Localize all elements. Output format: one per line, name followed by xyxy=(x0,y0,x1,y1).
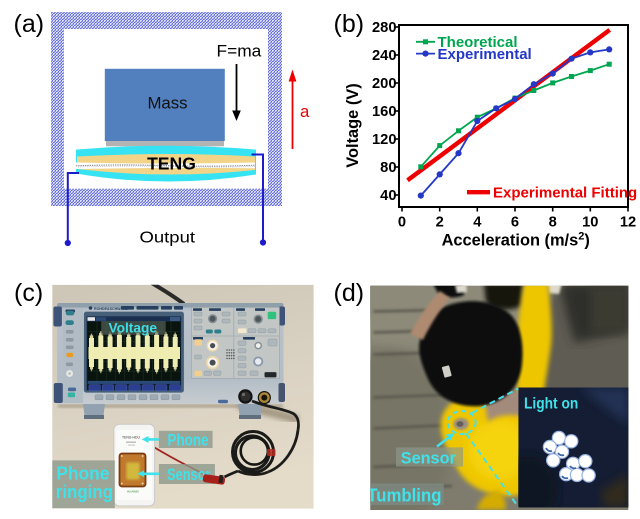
svg-text:(a): (a) xyxy=(14,10,45,38)
svg-text:TENG-HDU: TENG-HDU xyxy=(122,436,140,440)
svg-text:Phone: Phone xyxy=(56,464,109,484)
svg-text:Experimental: Experimental xyxy=(438,46,532,63)
svg-text:0: 0 xyxy=(398,215,406,231)
svg-text:12: 12 xyxy=(620,215,636,231)
svg-text:(c): (c) xyxy=(14,279,43,307)
svg-text:200: 200 xyxy=(372,76,397,92)
svg-text:Mass: Mass xyxy=(147,94,187,113)
svg-text:F=ma: F=ma xyxy=(217,41,262,60)
svg-text:ROHDE&SCHWARZ: ROHDE&SCHWARZ xyxy=(94,307,129,311)
svg-text:4: 4 xyxy=(473,215,482,231)
svg-text:Theoretical: Theoretical xyxy=(438,34,518,51)
svg-text:6: 6 xyxy=(511,215,519,231)
svg-text:10: 10 xyxy=(582,215,598,231)
svg-text:TENG: TENG xyxy=(147,153,196,173)
svg-text:Acceleration (m/s2): Acceleration (m/s2) xyxy=(442,231,590,250)
svg-text:Voltage (V): Voltage (V) xyxy=(344,83,362,167)
svg-text:Tumbling: Tumbling xyxy=(367,485,441,506)
svg-text:HUAWEI: HUAWEI xyxy=(127,490,139,494)
svg-text:Sensor: Sensor xyxy=(401,449,456,468)
svg-text:80: 80 xyxy=(380,160,396,176)
svg-text:Sensor: Sensor xyxy=(167,466,211,484)
svg-text:(b): (b) xyxy=(334,10,365,38)
svg-text:Output: Output xyxy=(140,229,196,246)
svg-text:Phone: Phone xyxy=(168,431,209,449)
svg-text:240: 240 xyxy=(372,48,397,64)
svg-text:a: a xyxy=(300,102,310,121)
svg-text:2: 2 xyxy=(436,215,444,231)
svg-text:Light on: Light on xyxy=(524,395,578,412)
svg-text:(d): (d) xyxy=(334,279,365,307)
svg-text:Experimental Fitting: Experimental Fitting xyxy=(493,184,637,201)
svg-text:Voltage: Voltage xyxy=(109,320,158,335)
svg-text:120: 120 xyxy=(372,132,397,148)
svg-text:8: 8 xyxy=(549,215,557,231)
svg-text:ringing: ringing xyxy=(56,482,113,502)
svg-text:160: 160 xyxy=(372,104,397,120)
svg-text:40: 40 xyxy=(380,188,396,204)
svg-text:280: 280 xyxy=(372,20,397,36)
